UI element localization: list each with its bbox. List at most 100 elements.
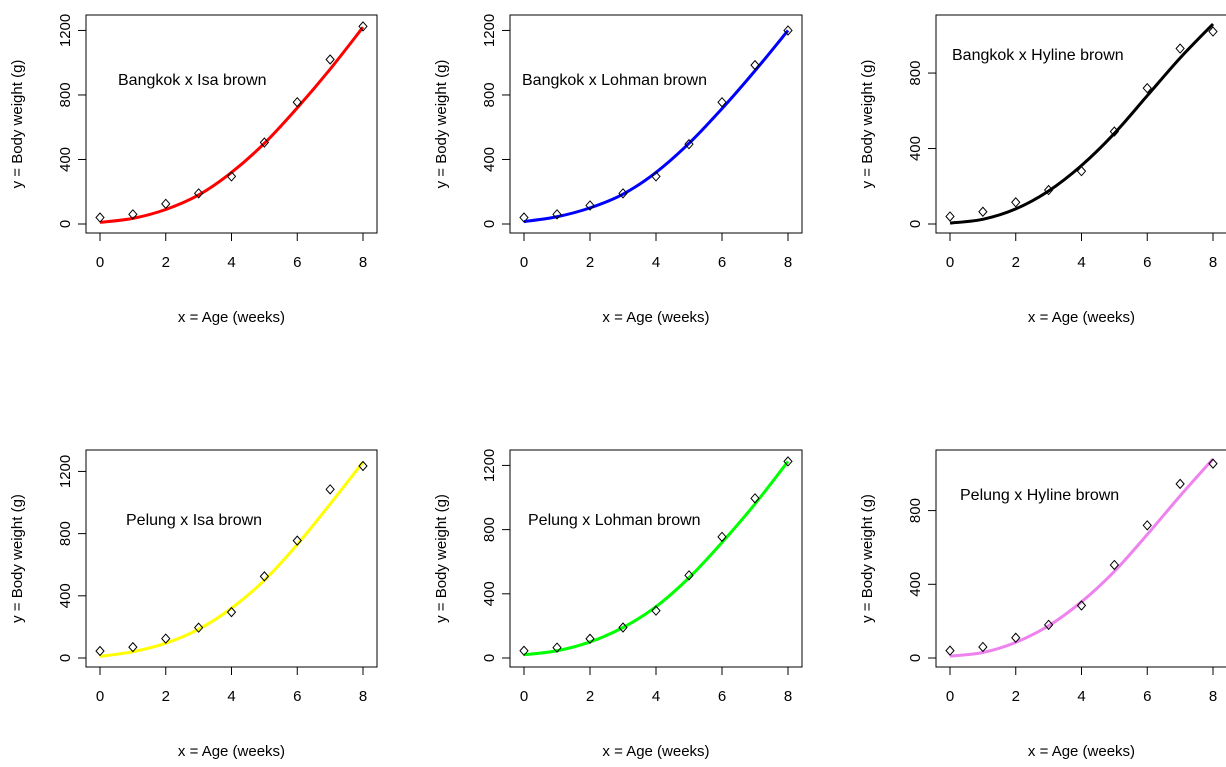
y-tick-label: 400 <box>481 147 498 172</box>
data-point <box>684 138 694 150</box>
y-tick-label: 1200 <box>57 455 74 488</box>
y-tick-label: 1200 <box>481 449 498 482</box>
y-axis-label: y = Body weight (g) <box>859 60 876 189</box>
plot-frame <box>85 449 378 668</box>
x-tick-label: 6 <box>293 254 301 271</box>
data-point <box>783 25 793 36</box>
data-point <box>1043 184 1054 196</box>
x-axis-label: x = Age (weeks) <box>178 743 285 760</box>
data-point <box>978 206 988 217</box>
y-tick-label: 0 <box>481 654 498 662</box>
data-point <box>1142 82 1152 94</box>
data-point <box>618 622 628 633</box>
y-tick-label: 1200 <box>57 14 74 47</box>
data-point <box>226 171 237 182</box>
data-point <box>193 622 204 633</box>
x-tick-label: 4 <box>227 254 235 271</box>
x-tick-label: 4 <box>1077 688 1085 705</box>
y-tick-label: 0 <box>907 654 924 662</box>
y-tick-label: 400 <box>907 136 924 161</box>
panel-annotation: Pelung x Hyline brown <box>960 487 1119 504</box>
data-point <box>128 641 138 653</box>
chart-panel: 0 2 4 6 8 0 400 800 1200 x = Age (weeks) y = Body … <box>9 449 378 760</box>
data-point <box>717 96 727 108</box>
x-tick-label: 2 <box>1012 254 1020 271</box>
x-tick-label: 6 <box>293 688 301 705</box>
fit-line <box>99 26 365 224</box>
y-tick-label: 800 <box>481 82 498 107</box>
y-axis-label: y = Body weight (g) <box>9 494 26 623</box>
data-point <box>585 200 595 211</box>
y-tick-label: 400 <box>907 572 924 597</box>
fit-line <box>523 29 790 224</box>
data-point <box>259 137 270 148</box>
panel-annotation: Pelung x Lohman brown <box>528 512 701 529</box>
data-point <box>1076 600 1087 611</box>
x-tick-label: 0 <box>520 254 528 271</box>
x-tick-label: 6 <box>718 688 726 705</box>
data-point <box>978 641 988 653</box>
data-point <box>1011 632 1021 643</box>
y-tick-label: 1200 <box>481 14 498 47</box>
x-tick-label: 2 <box>162 688 170 705</box>
panel-annotation: Pelung x Isa brown <box>126 512 262 529</box>
y-axis-label: y = Body weight (g) <box>433 494 450 623</box>
x-tick-label: 6 <box>1143 688 1151 705</box>
data-point <box>783 456 793 467</box>
x-tick-label: 8 <box>1209 254 1217 271</box>
data-point <box>750 59 760 71</box>
data-point <box>1208 458 1218 469</box>
x-axis-label: x = Age (weeks) <box>602 743 709 760</box>
data-point <box>651 605 661 616</box>
y-tick-label: 0 <box>57 654 74 662</box>
x-tick-label: 0 <box>96 254 104 271</box>
y-axis-label: y = Body weight (g) <box>433 60 450 189</box>
y-tick-label: 800 <box>907 61 924 86</box>
plot-frame <box>85 14 378 234</box>
x-tick-label: 6 <box>718 254 726 271</box>
x-tick-label: 8 <box>1209 688 1217 705</box>
data-point <box>519 212 529 223</box>
data-point <box>1109 559 1120 571</box>
y-tick-label: 400 <box>481 581 498 606</box>
data-point <box>161 633 171 644</box>
data-point <box>95 645 105 657</box>
x-tick-label: 4 <box>652 688 660 705</box>
data-point <box>325 484 335 495</box>
data-point <box>1208 26 1218 37</box>
data-point <box>945 645 955 656</box>
x-axis-label: x = Age (weeks) <box>602 309 709 326</box>
x-tick-label: 8 <box>359 688 367 705</box>
y-tick-label: 0 <box>57 220 74 228</box>
data-point <box>552 642 562 653</box>
x-axis-label: x = Age (weeks) <box>1028 309 1135 326</box>
x-tick-label: 8 <box>359 254 367 271</box>
data-point <box>684 570 694 581</box>
data-point <box>519 645 529 657</box>
data-point <box>651 171 661 182</box>
y-axis-label: y = Body weight (g) <box>9 60 26 189</box>
y-tick-label: 0 <box>907 220 924 228</box>
data-point <box>1175 478 1185 490</box>
chart-panel: 0 2 4 6 8 0 400 800 1200 x = Age (weeks) y = Body … <box>433 14 803 326</box>
fit-line <box>523 460 790 657</box>
chart-panel: 0 2 4 6 8 0 400 800 x = Age (weeks) y = Body weig… <box>859 449 1226 760</box>
panel-annotation: Bangkok x Lohman brown <box>522 72 707 89</box>
x-axis-label: x = Age (weeks) <box>1028 743 1135 760</box>
data-point <box>585 633 595 644</box>
fit-line <box>949 458 1215 658</box>
data-point <box>226 606 237 618</box>
data-point <box>1175 43 1185 54</box>
x-tick-label: 4 <box>1077 254 1085 271</box>
fit-line <box>99 461 365 658</box>
x-tick-label: 4 <box>227 688 235 705</box>
data-point <box>750 493 760 504</box>
x-tick-label: 0 <box>946 254 954 271</box>
data-point <box>1109 126 1120 137</box>
x-tick-label: 4 <box>652 254 660 271</box>
y-axis-label: y = Body weight (g) <box>859 494 876 623</box>
y-tick-label: 0 <box>481 220 498 228</box>
y-tick-label: 400 <box>57 583 74 608</box>
y-tick-label: 800 <box>481 517 498 542</box>
